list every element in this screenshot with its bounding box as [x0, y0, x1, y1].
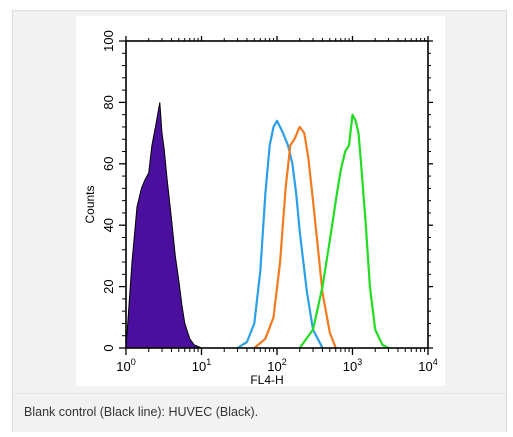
flow-cytometry-histogram: 100 101 102 103 104 0 20 40 60 80 100 FL4-H Counts — [83, 30, 438, 387]
y-tick-label: 20 — [101, 279, 116, 293]
figure-card: 100 101 102 103 104 0 20 40 60 80 100 FL4-H Counts… — [12, 10, 507, 432]
y-tick-label: 0 — [101, 344, 116, 351]
x-axis-label: FL4-H — [250, 373, 283, 386]
y-tick-label: 100 — [101, 30, 116, 52]
x-tick-label: 101 — [192, 357, 211, 374]
ticks-layer: 100 101 102 103 104 0 20 40 60 80 100 — [101, 30, 438, 374]
series-layer — [125, 102, 390, 349]
y-tick-label: 40 — [101, 218, 116, 232]
histogram-series-4 — [298, 113, 390, 349]
y-axis-label: Counts — [83, 185, 97, 223]
figure-area: 100 101 102 103 104 0 20 40 60 80 100 FL4-H Counts — [13, 11, 506, 393]
x-tick-label: 104 — [418, 357, 437, 374]
figure-caption: Blank control (Black line): HUVEC (Black… — [24, 405, 259, 419]
y-tick-label: 60 — [101, 157, 116, 171]
caption-bar: Blank control (Black line): HUVEC (Black… — [13, 393, 506, 432]
histogram-series-1 — [125, 102, 202, 349]
x-tick-label: 102 — [267, 357, 286, 374]
plot-panel: 100 101 102 103 104 0 20 40 60 80 100 FL4-H Counts — [76, 16, 445, 387]
histogram-series-2 — [236, 119, 324, 349]
x-tick-label: 103 — [343, 357, 362, 374]
x-tick-label: 100 — [116, 357, 135, 374]
histogram-series-3 — [253, 125, 337, 349]
y-tick-label: 80 — [101, 95, 116, 109]
